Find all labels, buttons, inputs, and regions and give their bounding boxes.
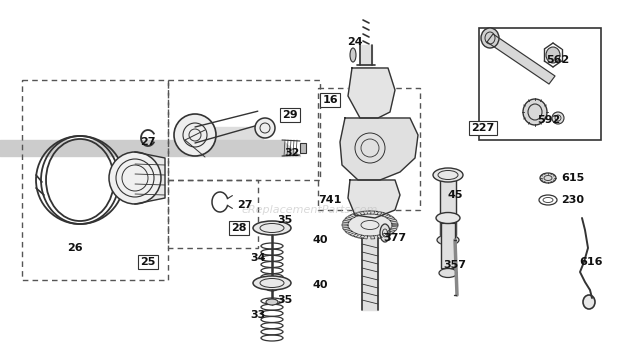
Text: 28: 28 [231,223,247,233]
Text: 227: 227 [471,123,495,133]
Polygon shape [387,216,394,219]
Polygon shape [348,68,395,118]
Bar [479,28,601,140]
Text: 25: 25 [140,257,156,267]
Text: 33: 33 [250,310,265,320]
Polygon shape [390,219,397,222]
Polygon shape [363,236,368,239]
Polygon shape [392,225,398,227]
Text: 616: 616 [579,257,603,267]
Ellipse shape [481,28,499,48]
Ellipse shape [437,235,459,245]
Ellipse shape [253,221,291,235]
Polygon shape [371,211,375,214]
Text: 26: 26 [67,243,83,253]
Ellipse shape [436,213,460,223]
Text: 34: 34 [250,253,266,263]
Polygon shape [356,235,361,238]
Text: 27: 27 [140,137,156,147]
Text: 35: 35 [277,295,293,305]
Bar [168,180,258,248]
Polygon shape [345,230,352,233]
Ellipse shape [266,285,278,291]
Polygon shape [350,214,356,218]
Text: 45: 45 [447,190,463,200]
Polygon shape [342,224,348,226]
Text: 24: 24 [347,37,363,47]
Ellipse shape [109,152,161,204]
Ellipse shape [174,114,216,156]
Ellipse shape [350,48,356,62]
Ellipse shape [523,99,547,125]
Bar [318,88,420,210]
Polygon shape [377,212,383,215]
Text: 16: 16 [322,95,338,105]
Polygon shape [377,235,383,238]
Polygon shape [383,233,389,237]
Text: 35: 35 [277,215,293,225]
Ellipse shape [439,269,457,277]
Bar [22,80,168,280]
Ellipse shape [552,112,564,124]
Ellipse shape [540,173,556,183]
Polygon shape [348,180,400,218]
Text: 32: 32 [285,148,299,158]
Polygon shape [343,220,349,223]
Polygon shape [362,238,378,310]
Ellipse shape [546,47,560,63]
Text: 741: 741 [318,195,342,205]
Polygon shape [360,45,372,65]
Text: 592: 592 [538,115,560,125]
Polygon shape [343,227,349,230]
Bar [300,143,306,153]
Text: eReplacementParts.com: eReplacementParts.com [242,205,378,215]
Bar [168,80,320,180]
Polygon shape [363,211,368,214]
Ellipse shape [433,168,463,182]
Polygon shape [356,212,361,215]
Ellipse shape [253,276,291,290]
Polygon shape [371,236,375,239]
Ellipse shape [255,118,275,138]
Polygon shape [487,34,555,84]
Ellipse shape [380,224,390,242]
Polygon shape [340,118,418,180]
Polygon shape [387,231,394,234]
Polygon shape [441,223,455,268]
Text: 29: 29 [282,110,298,120]
Text: 40: 40 [312,235,328,245]
Polygon shape [345,217,352,220]
Text: 377: 377 [383,233,407,243]
Polygon shape [383,213,389,217]
Ellipse shape [583,295,595,309]
Text: 562: 562 [546,55,570,65]
Text: 230: 230 [562,195,585,205]
Text: 615: 615 [561,173,585,183]
Text: 357: 357 [443,260,466,270]
Ellipse shape [342,211,397,239]
Text: 27: 27 [237,200,253,210]
Text: 40: 40 [312,280,328,290]
Polygon shape [350,233,356,236]
Polygon shape [390,228,397,231]
Polygon shape [440,180,456,235]
Polygon shape [392,223,398,225]
Ellipse shape [266,299,278,305]
Polygon shape [135,152,165,204]
